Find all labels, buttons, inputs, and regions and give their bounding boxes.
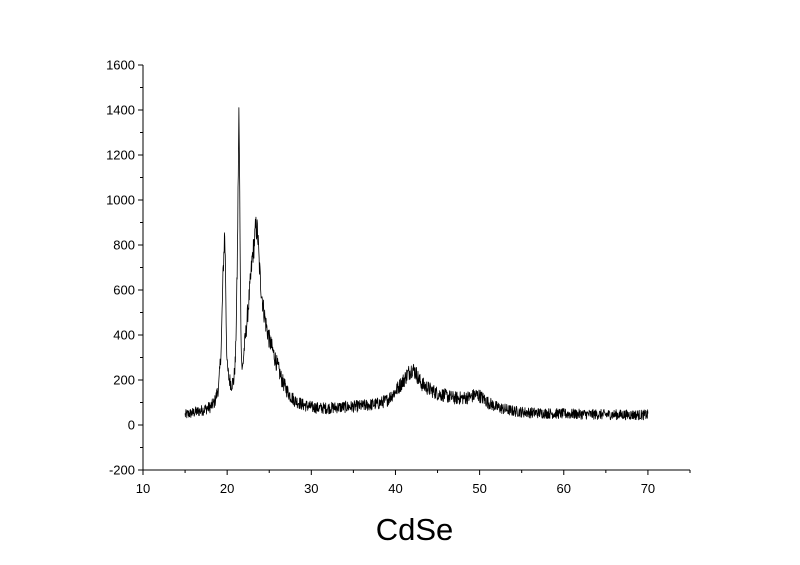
x-tick-label: 20 [220,481,234,496]
y-tick-label: 400 [113,328,135,343]
y-tick-label: 200 [113,373,135,388]
y-tick-label: 1600 [106,58,135,73]
y-ticks: -200 0 200 400 600 800 1000 1200 1400 1600 [106,58,143,478]
x-tick-label: 70 [641,481,655,496]
y-tick-label: 600 [113,283,135,298]
x-tick-label: 40 [388,481,402,496]
y-tick-label: 800 [113,238,135,253]
y-tick-label: -200 [109,463,135,478]
x-tick-label: 10 [136,481,150,496]
x-ticks: 10 20 30 40 50 60 70 [136,470,691,496]
series-line [184,107,649,421]
x-tick-label: 60 [557,481,571,496]
x-tick-label: 30 [304,481,318,496]
y-tick-label: 1400 [106,103,135,118]
y-tick-label: 0 [128,418,135,433]
y-tick-label: 1200 [106,148,135,163]
y-tick-label: 1000 [106,193,135,208]
x-tick-label: 50 [472,481,486,496]
x-axis-title: CdSe [376,512,454,547]
